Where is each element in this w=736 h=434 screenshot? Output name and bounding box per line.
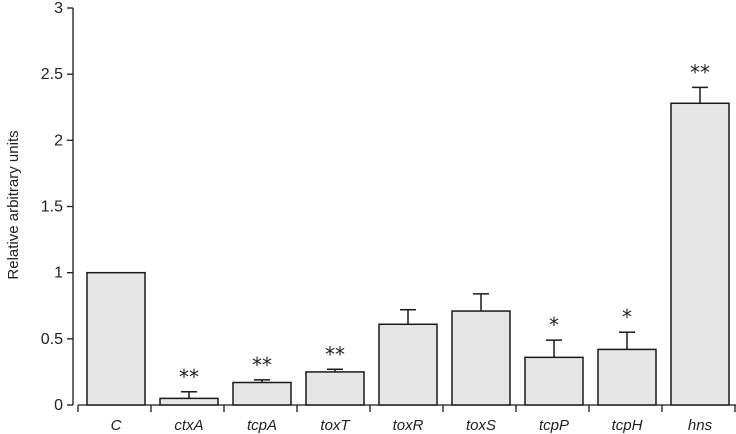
bar-toxT <box>305 371 365 406</box>
bar-toxS <box>451 310 511 406</box>
bars <box>86 102 730 406</box>
significance-toxT: ** <box>325 342 345 366</box>
significance-hns: ** <box>690 60 710 84</box>
x-axis <box>77 404 736 412</box>
bar-tcpH <box>597 348 657 406</box>
y-tick-label: 0.5 <box>41 331 63 348</box>
category-label-C: C <box>111 417 122 434</box>
y-axis: 0 0.5 1 1.5 2 2.5 3 <box>41 0 74 414</box>
y-tick-label: 3 <box>54 0 63 17</box>
category-label-tcpA: tcpA <box>247 417 277 434</box>
category-label-ctxA: ctxA <box>174 417 203 434</box>
category-label-tcpH: tcpH <box>612 417 643 434</box>
category-label-hns: hns <box>688 417 713 434</box>
bar-tcpP <box>524 356 584 406</box>
category-label-tcpP: tcpP <box>539 417 569 434</box>
y-tick-label: 1 <box>54 265 63 282</box>
y-tick-label: 2 <box>54 132 63 149</box>
y-axis-label: Relative arbitrary units <box>5 130 22 279</box>
y-tick-label: 0 <box>54 397 63 414</box>
category-label-toxT: toxT <box>320 417 351 434</box>
significance-ctxA: ** <box>179 365 199 389</box>
category-label-toxS: toxS <box>466 417 496 434</box>
bar-toxR <box>378 323 438 406</box>
bar-hns <box>670 102 730 406</box>
error-bars <box>181 86 708 399</box>
bar-ctxA <box>159 397 219 406</box>
bar-tcpA <box>232 381 292 406</box>
significance-markers: ** ** *** *** <box>179 60 710 388</box>
significance-tcpA: ** <box>252 353 272 377</box>
bar-C <box>86 271 146 406</box>
significance-tcpH: * <box>622 305 632 329</box>
category-label-toxR: toxR <box>393 417 424 434</box>
y-tick-label: 2.5 <box>41 66 63 83</box>
significance-tcpP: * <box>549 313 559 337</box>
y-tick-label: 1.5 <box>41 199 63 216</box>
